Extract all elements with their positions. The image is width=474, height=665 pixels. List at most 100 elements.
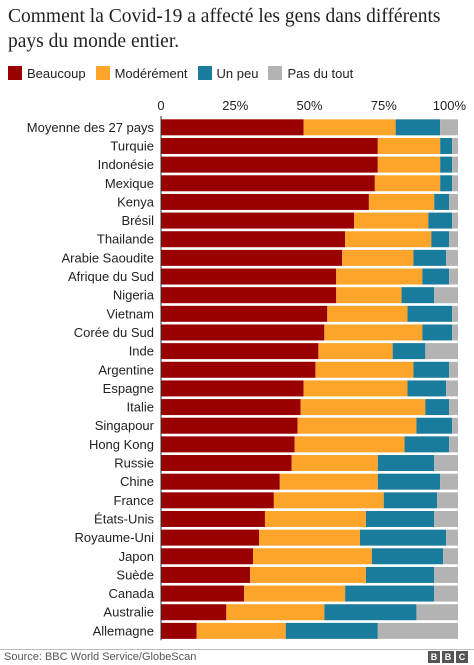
bar-segment bbox=[226, 604, 325, 621]
x-tick-label: 0 bbox=[157, 98, 164, 113]
category-label: Royaume-Uni bbox=[75, 530, 155, 545]
bar-segment bbox=[452, 137, 458, 154]
category-label: Turquie bbox=[110, 138, 154, 153]
category-label: Kenya bbox=[117, 194, 155, 209]
legend: Beaucoup Modérément Un peu Pas du tout bbox=[8, 64, 363, 82]
bar-segment bbox=[422, 324, 453, 341]
category-label: Allemagne bbox=[93, 623, 154, 638]
bar-segment bbox=[377, 137, 441, 154]
bar-segment bbox=[253, 548, 372, 565]
x-tick-label: 50% bbox=[296, 98, 322, 113]
bar-segment bbox=[354, 212, 429, 229]
category-label: Arabie Saoudite bbox=[61, 250, 154, 265]
bar-segment bbox=[297, 417, 417, 434]
bar-segment bbox=[425, 399, 450, 416]
bar-segment bbox=[161, 604, 227, 621]
source-note: Source: BBC World Service/GlobeScan bbox=[4, 651, 197, 663]
bar-segment bbox=[392, 343, 426, 360]
bar-segment bbox=[315, 361, 414, 378]
category-label: Singapour bbox=[95, 418, 155, 433]
bar-segment bbox=[440, 473, 458, 490]
bar-segment bbox=[291, 455, 378, 472]
bar-segment bbox=[434, 585, 458, 602]
bar-segment bbox=[161, 137, 378, 154]
category-label: Argentine bbox=[98, 362, 154, 377]
category-label: Canada bbox=[108, 586, 154, 601]
bar-segment bbox=[371, 548, 444, 565]
category-label: Russie bbox=[114, 456, 154, 471]
bar-segment bbox=[161, 510, 265, 527]
bar-segment bbox=[374, 175, 441, 192]
bar-segment bbox=[449, 399, 458, 416]
bar-segment bbox=[407, 305, 453, 322]
category-label: Chine bbox=[120, 474, 154, 489]
category-label: États-Unis bbox=[94, 511, 154, 526]
bar-segment bbox=[294, 436, 405, 453]
bar-segment bbox=[383, 492, 438, 509]
category-label: Corée du Sud bbox=[74, 325, 154, 340]
category-label: Moyenne des 27 pays bbox=[27, 120, 155, 135]
legend-label-beaucoup: Beaucoup bbox=[27, 65, 86, 81]
category-label: Italie bbox=[127, 400, 154, 415]
stacked-bar-chart: 0 25% 50% 75% 100% Moyenne des 27 pays Turquie… bbox=[27, 98, 466, 641]
bar-segment bbox=[161, 436, 295, 453]
category-label: Indonésie bbox=[98, 157, 154, 172]
category-label: Mexique bbox=[105, 176, 154, 191]
bar-segment bbox=[161, 361, 316, 378]
x-tick-label: 25% bbox=[222, 98, 248, 113]
bar-segment bbox=[377, 156, 441, 173]
bar-segment bbox=[196, 622, 286, 639]
legend-label-un-peu: Un peu bbox=[216, 65, 259, 81]
bar-segment bbox=[244, 585, 346, 602]
legend-label-pas-du-tout: Pas du tout bbox=[287, 65, 354, 81]
bar-segment bbox=[449, 268, 458, 285]
bar-segment bbox=[303, 119, 396, 136]
bar-segment bbox=[377, 473, 441, 490]
bar-segment bbox=[377, 622, 458, 639]
bar-segment bbox=[434, 510, 458, 527]
bar-segment bbox=[446, 529, 458, 546]
bar-segment bbox=[434, 287, 458, 304]
bar-segment bbox=[273, 492, 384, 509]
bar-segment bbox=[161, 417, 298, 434]
legend-item-pas-du-tout: Pas du tout bbox=[268, 66, 353, 81]
footer-divider bbox=[0, 649, 474, 650]
bar-segment bbox=[161, 566, 251, 583]
bar-segment bbox=[161, 324, 325, 341]
bar-segment bbox=[161, 212, 355, 229]
bar-segment bbox=[452, 156, 458, 173]
bar-segment bbox=[449, 361, 458, 378]
bar-segment bbox=[161, 380, 304, 397]
bar-segment bbox=[161, 156, 378, 173]
bar-segment bbox=[161, 455, 292, 472]
bar-segment bbox=[161, 399, 301, 416]
bar-segment bbox=[446, 380, 458, 397]
bar-segment bbox=[434, 455, 458, 472]
category-label: Vietnam bbox=[107, 306, 154, 321]
bar-segment bbox=[434, 566, 458, 583]
category-label: Thailande bbox=[97, 232, 154, 247]
bar-segment bbox=[345, 585, 435, 602]
bar-segment bbox=[368, 193, 435, 210]
bar-segment bbox=[161, 585, 245, 602]
bar-segment bbox=[324, 604, 417, 621]
bar-segment bbox=[395, 119, 441, 136]
bar-segment bbox=[449, 436, 458, 453]
bar-segment bbox=[452, 417, 458, 434]
bar-segment bbox=[413, 361, 450, 378]
bar-segment bbox=[161, 622, 197, 639]
category-label: Espagne bbox=[103, 381, 154, 396]
category-label: Nigeria bbox=[113, 288, 155, 303]
bar-segment bbox=[250, 566, 366, 583]
bar-segment bbox=[365, 510, 435, 527]
bbc-logo: B B C bbox=[428, 651, 468, 663]
legend-swatch-un-peu bbox=[197, 66, 212, 80]
category-label: Suède bbox=[116, 567, 154, 582]
bar-segment bbox=[452, 175, 458, 192]
legend-item-beaucoup: Beaucoup bbox=[8, 66, 86, 81]
category-label: Australie bbox=[103, 605, 154, 620]
bbc-logo-letter: B bbox=[428, 651, 440, 663]
bar-segment bbox=[440, 156, 453, 173]
bar-segment bbox=[434, 193, 450, 210]
bar-segment bbox=[161, 249, 343, 266]
